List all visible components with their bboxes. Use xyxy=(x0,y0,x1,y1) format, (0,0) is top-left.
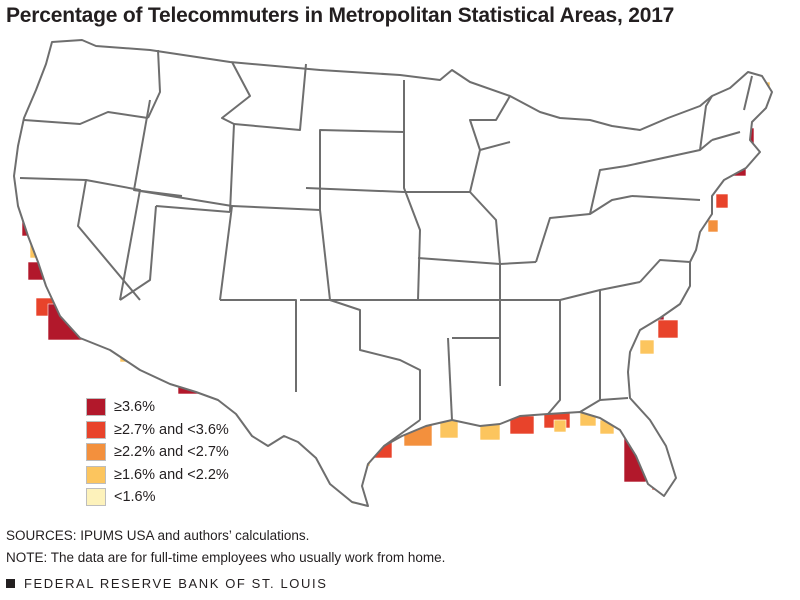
state-border-25 xyxy=(589,165,627,215)
footer-square-icon xyxy=(6,579,15,588)
state-border-22 xyxy=(500,281,641,301)
state-border-13 xyxy=(220,299,297,392)
state-border-34 xyxy=(447,337,453,421)
state-borders xyxy=(13,39,773,507)
legend-item-1: ≥3.6% xyxy=(86,396,229,419)
state-border-17 xyxy=(404,191,501,265)
legend-item-4: ≥1.6% and <2.2% xyxy=(86,464,229,487)
us-land xyxy=(13,39,773,507)
state-border-16 xyxy=(403,132,421,301)
state-border-32 xyxy=(300,299,421,420)
legend-label-2: ≥2.7% and <3.6% xyxy=(114,421,229,438)
state-border-38 xyxy=(743,75,753,111)
legend-label-4: ≥1.6% and <2.2% xyxy=(114,466,229,483)
metro-area-98 xyxy=(639,339,655,355)
state-border-21 xyxy=(469,95,511,151)
state-border-33 xyxy=(383,419,421,447)
state-border-31 xyxy=(631,195,701,201)
legend-item-3: ≥2.2% and <2.7% xyxy=(86,441,229,464)
state-border-1 xyxy=(23,111,149,125)
state-border-28 xyxy=(599,397,629,401)
legend-swatch-1 xyxy=(86,398,106,417)
legend-label-1: ≥3.6% xyxy=(114,399,156,416)
metro-area-96 xyxy=(657,319,679,339)
state-border-8 xyxy=(155,205,231,213)
state-border-36 xyxy=(699,95,713,151)
legend: ≥3.6% ≥2.7% and <3.6% ≥2.2% and <2.7% ≥1… xyxy=(86,396,229,509)
state-border-11 xyxy=(231,80,405,211)
metro-area-154 xyxy=(715,193,729,209)
state-border-26 xyxy=(547,300,561,415)
legend-label-3: ≥2.2% and <2.7% xyxy=(114,444,229,461)
metro-area-104 xyxy=(553,419,567,433)
state-border-15 xyxy=(305,187,405,193)
legend-swatch-5 xyxy=(86,488,106,507)
legend-swatch-4 xyxy=(86,465,106,484)
legend-swatch-2 xyxy=(86,420,106,439)
state-border-12 xyxy=(319,209,331,301)
legend-label-5: <1.6% xyxy=(114,489,156,506)
legend-item-2: ≥2.7% and <3.6% xyxy=(86,419,229,442)
metro-area-153 xyxy=(707,219,719,233)
state-border-4 xyxy=(19,177,141,301)
state-border-10 xyxy=(233,63,307,131)
state-border-9 xyxy=(221,61,251,213)
state-border-6 xyxy=(119,205,157,301)
footer-credit: FEDERAL RESERVE BANK OF ST. LOUIS xyxy=(6,576,327,591)
state-border-37 xyxy=(711,131,741,141)
legend-swatch-3 xyxy=(86,443,106,462)
state-border-29 xyxy=(639,259,691,283)
state-border-2 xyxy=(147,49,161,119)
sources-note: SOURCES: IPUMS USA and authors’ calculat… xyxy=(6,528,310,543)
footnote: NOTE: The data are for full-time employe… xyxy=(6,550,446,565)
chart-title: Percentage of Telecommuters in Metropoli… xyxy=(6,4,675,27)
footer-text: FEDERAL RESERVE BANK OF ST. LOUIS xyxy=(24,576,328,591)
legend-item-5: <1.6% xyxy=(86,486,229,509)
